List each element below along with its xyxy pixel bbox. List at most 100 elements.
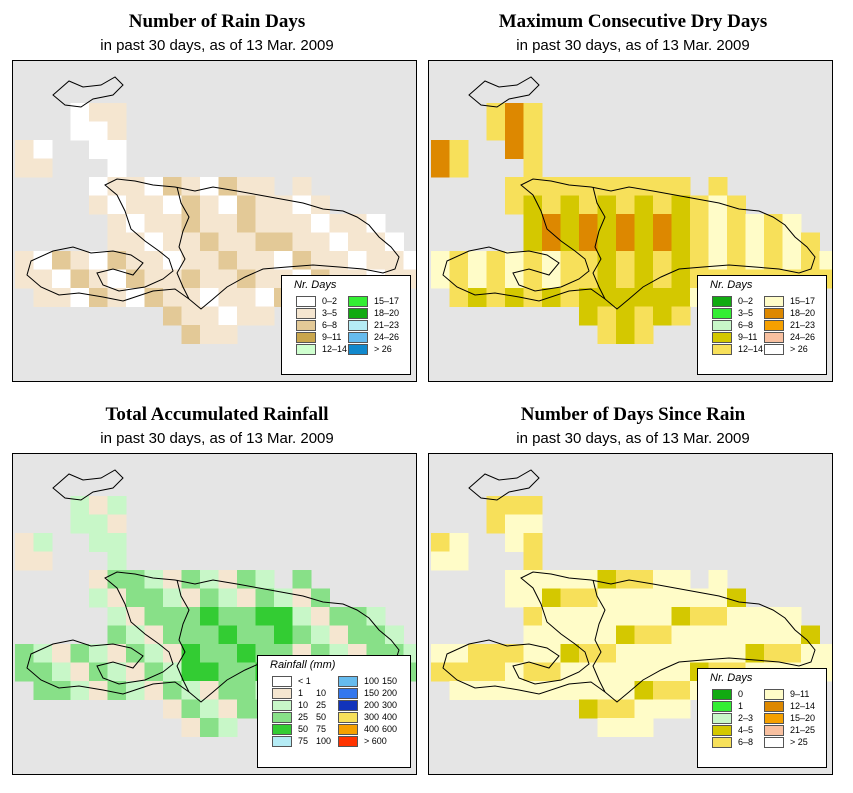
grid-cell [292,607,312,626]
panel-subtitle: in past 30 days, as of 13 Mar. 2009 [100,430,334,447]
grid-cell [671,607,691,626]
grid-cell [764,607,783,626]
legend-label: 15–17 [374,296,400,306]
grid-cell [653,232,672,252]
grid-cell [671,214,691,233]
grid-cell [449,158,469,178]
grid-cell [523,269,543,289]
grid-cell [523,551,543,571]
grid-cell [579,625,598,645]
grid-cell [33,158,53,178]
grid-cell [89,496,108,515]
grid-cell [653,681,672,700]
grid-cell [200,588,219,608]
grid-cell [708,570,728,589]
grid-cell [616,681,635,700]
grid-cell [89,662,108,682]
grid-cell [366,625,386,645]
grid-cell [523,195,543,215]
grid-cell [237,681,256,700]
grid-cell [727,607,746,626]
grid-cell [579,607,598,626]
grid-cell [486,121,506,141]
legend-label: 21–23 [374,320,400,330]
grid-cell [616,644,635,663]
grid-cell [89,681,108,700]
grid-cell [560,607,580,626]
grid-cell [200,232,219,252]
grid-cell [15,662,34,682]
grid-cell [89,288,108,307]
grid-cell [181,718,201,737]
legend-label: 12–14 [322,344,348,354]
grid-cell [329,607,349,626]
grid-cell [486,662,506,682]
legend-swatch [296,308,316,319]
grid-cell [727,644,746,663]
grid-cell [237,288,256,307]
grid-cell [671,681,691,700]
legend-label: > 26 [790,344,808,354]
legend-swatch [348,320,368,331]
grid-cell [708,251,728,270]
legend-swatch [338,676,358,687]
legend-label: 6–8 [738,320,754,330]
grid-cell [237,177,256,196]
grid-cell [727,195,746,215]
grid-cell [181,681,201,700]
grid-cell [542,195,561,215]
legend-title: Nr. Days [710,672,753,684]
grid-cell [764,214,783,233]
grid-cell [237,232,256,252]
legend-swatch [764,320,784,331]
grid-cell [89,570,108,589]
grid-cell [126,588,145,608]
legend-label-high: 150 [382,676,398,686]
grid-cell [163,195,182,215]
grid-cell [70,514,90,534]
grid-cell [616,699,635,719]
grid-cell [486,496,506,515]
grid-cell [727,214,746,233]
grid-cell [782,644,802,663]
grid-cell [218,306,238,326]
grid-cell [671,232,691,252]
grid-cell [431,662,450,682]
legend-swatch [764,737,784,748]
grid-cell [144,662,164,682]
grid-cell [181,607,201,626]
grid-cell [107,496,127,515]
legend-label-high: 400 [382,712,398,722]
grid-cell [671,699,691,719]
grid-cell [616,232,635,252]
panel-max-dry-days: Maximum Consecutive Dry Days in past 30 … [428,0,838,385]
legend-swatch [712,308,732,319]
legend-swatch [272,724,292,735]
legend-label: 6–8 [322,320,338,330]
grid-cell [449,662,469,682]
grid-cell [292,625,312,645]
grid-cell [200,607,219,626]
legend-swatch [764,344,784,355]
grid-cell [523,158,543,178]
legend-swatch [272,688,292,699]
grid-cell [237,251,256,270]
legend-label: 0 [738,689,744,699]
grid-cell [218,251,238,270]
grid-cell [163,251,182,270]
grid-cell [486,269,506,289]
grid-cell [801,232,820,252]
grid-cell [33,662,53,682]
grid-cell [653,214,672,233]
grid-cell [634,588,654,608]
grid-cell [560,214,580,233]
grid-cell [782,232,802,252]
grid-cell [782,214,802,233]
grid-cell [690,214,709,233]
grid-cell [671,570,691,589]
grid-cell [653,570,672,589]
grid-cell [708,625,728,645]
grid-cell [671,644,691,663]
grid-cell [163,288,182,307]
map-legend: Nr. Days 0–2 3–5 6–8 9–11 12–14 15–17 18–20 21–… [281,275,411,375]
